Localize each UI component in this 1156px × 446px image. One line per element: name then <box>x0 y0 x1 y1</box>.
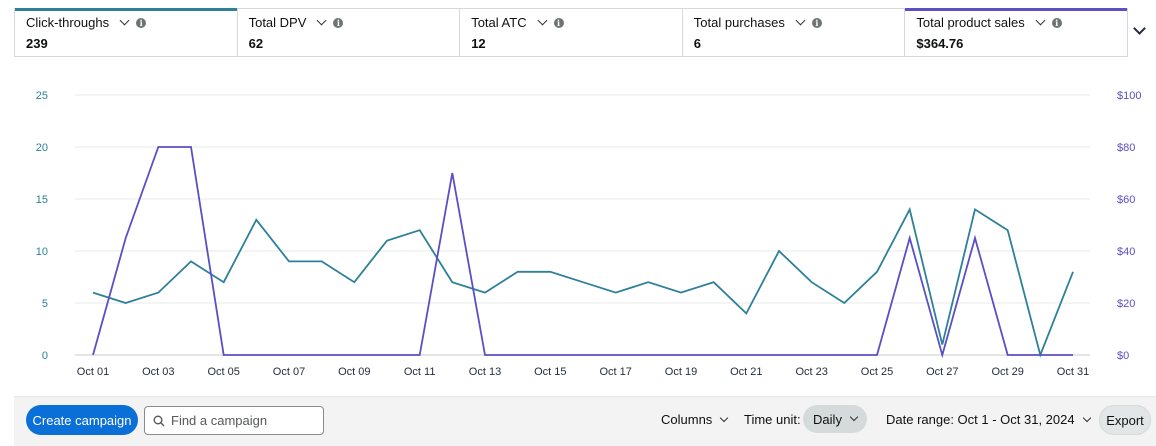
columns-dropdown[interactable]: Columns <box>661 412 729 427</box>
performance-line-chart: 0 $0 5 $20 10 $40 15 $60 20 $80 25 $100 Oct 01 Oct 03… <box>36 90 1142 378</box>
info-icon[interactable]: i <box>1051 17 1062 28</box>
chevron-down-icon[interactable] <box>537 15 548 26</box>
info-icon[interactable]: i <box>553 17 564 28</box>
x-tick-label: Oct 09 <box>338 366 370 378</box>
x-tick-label: Oct 03 <box>142 366 174 378</box>
search-icon <box>153 415 165 426</box>
columns-label: Columns <box>661 412 713 427</box>
y-right-tick-label: $20 <box>1117 298 1135 310</box>
x-tick-label: Oct 23 <box>795 366 827 378</box>
time-unit-label: Time unit: <box>744 412 801 427</box>
metric-value: 62 <box>248 36 264 51</box>
y-left-tick-label: 15 <box>36 194 48 206</box>
metric-label: Total product sales <box>916 15 1025 30</box>
x-tick-label: Oct 05 <box>207 366 239 378</box>
metrics-strip: Click-throughs i 239 Total DPV i 62 Total … <box>14 8 1128 57</box>
metric-value: 239 <box>26 36 48 51</box>
create-campaign-button[interactable]: Create campaign <box>26 405 138 435</box>
chevron-down-icon[interactable] <box>119 15 130 26</box>
expand-metrics-chevron-icon[interactable] <box>1133 22 1146 35</box>
metric-label: Total ATC <box>471 15 527 30</box>
y-left-tick-label: 20 <box>36 142 48 154</box>
x-tick-label: Oct 11 <box>404 366 436 378</box>
campaign-search-box[interactable] <box>144 406 324 435</box>
info-icon[interactable]: i <box>333 17 344 28</box>
series-line-total-product-sales <box>92 146 1073 359</box>
x-tick-label: Oct 15 <box>534 366 566 378</box>
x-tick-label: Oct 19 <box>665 366 697 378</box>
metric-value: $364.76 <box>916 36 964 51</box>
metric-label: Total purchases <box>693 15 785 30</box>
y-right-tick-label: $60 <box>1117 194 1135 206</box>
chevron-down-icon[interactable] <box>795 15 806 26</box>
chevron-down-icon <box>849 412 859 422</box>
metric-label: Click-throughs <box>26 15 110 30</box>
time-unit-select[interactable]: Daily <box>803 405 867 433</box>
metric-total-product-sales[interactable]: Total product sales i $364.76 <box>904 8 1128 56</box>
series-line-click-throughs <box>92 206 1074 358</box>
chevron-down-icon <box>720 413 729 422</box>
y-left-tick-label: 5 <box>42 298 48 310</box>
chevron-down-icon[interactable] <box>1035 15 1046 26</box>
y-left-tick-label: 10 <box>36 246 48 258</box>
x-tick-label: Oct 31 <box>1057 366 1089 378</box>
x-tick-label: Oct 17 <box>599 366 631 378</box>
y-left-tick-label: 0 <box>42 350 48 362</box>
campaign-toolbar: Create campaign Columns Time unit: Daily… <box>14 396 1156 446</box>
y-right-tick-label: $40 <box>1117 246 1135 258</box>
metric-total-atc[interactable]: Total ATC i 12 <box>459 9 682 56</box>
x-tick-label: Oct 21 <box>730 366 762 378</box>
metric-value: 6 <box>693 36 702 51</box>
y-right-tick-label: $80 <box>1117 142 1135 154</box>
metric-selected-bar <box>905 8 1127 11</box>
date-range-dropdown[interactable]: Date range: Oct 1 - Oct 31, 2024 <box>886 412 1091 427</box>
info-icon[interactable]: i <box>811 17 822 28</box>
time-unit-value: Daily <box>813 411 842 427</box>
metric-click-throughs[interactable]: Click-throughs i 239 <box>14 8 237 56</box>
metric-label: Total DPV <box>248 15 307 30</box>
chevron-down-icon[interactable] <box>316 15 327 26</box>
metric-total-dpv[interactable]: Total DPV i 62 <box>236 9 460 56</box>
x-tick-label: Oct 25 <box>861 366 893 378</box>
x-tick-label: Oct 13 <box>469 366 501 378</box>
x-tick-label: Oct 07 <box>273 366 305 378</box>
x-tick-label: Oct 01 <box>77 366 109 378</box>
info-icon[interactable]: i <box>136 17 147 28</box>
metric-value: 12 <box>471 36 486 51</box>
chevron-down-icon <box>1082 413 1091 422</box>
x-tick-label: Oct 27 <box>926 366 958 378</box>
y-right-tick-label: $100 <box>1117 90 1141 102</box>
date-range-label: Date range: Oct 1 - Oct 31, 2024 <box>886 412 1075 427</box>
metric-selected-bar <box>15 8 237 11</box>
x-tick-label: Oct 29 <box>991 366 1023 378</box>
metric-total-purchases[interactable]: Total purchases i 6 <box>681 9 905 56</box>
export-button[interactable]: Export <box>1099 405 1151 435</box>
search-input[interactable] <box>171 413 316 428</box>
y-left-tick-label: 25 <box>36 90 48 102</box>
y-right-tick-label: $0 <box>1117 350 1129 362</box>
